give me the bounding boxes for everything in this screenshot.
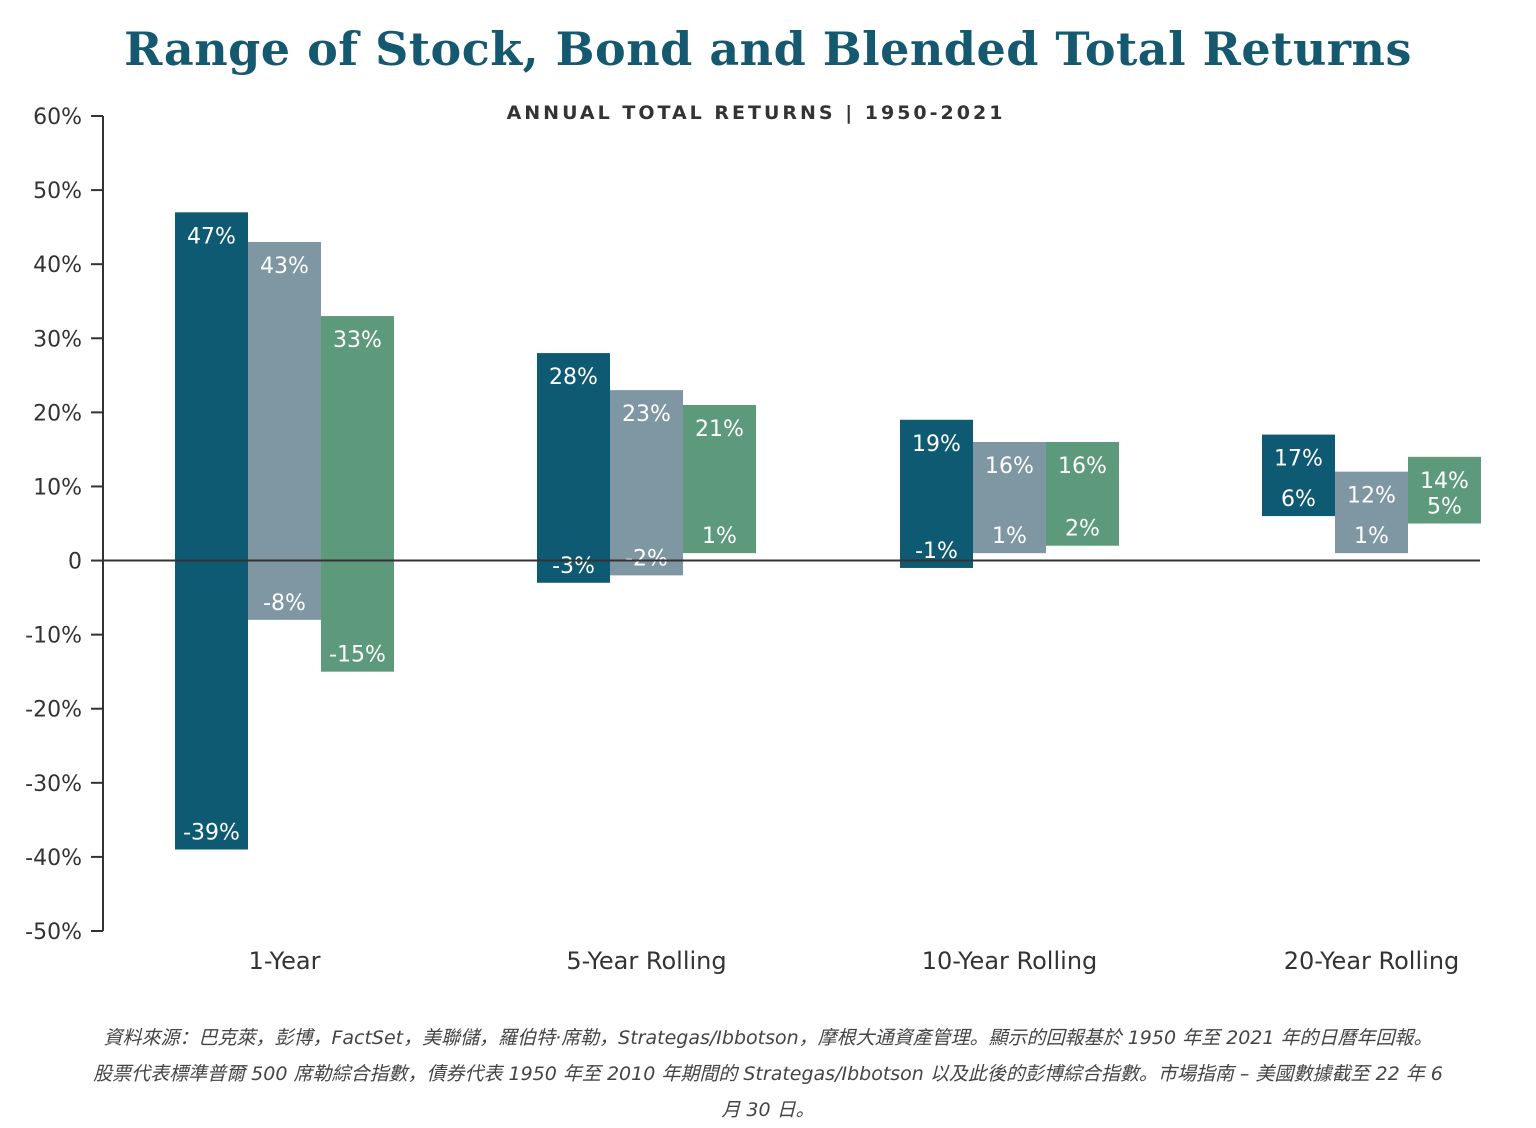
chart-subtitle: ANNUAL TOTAL RETURNS | 1950-2021 xyxy=(506,102,1006,124)
y-tick-label: -10% xyxy=(25,624,82,649)
bar-bonds xyxy=(610,390,683,576)
bar-low-label: -2% xyxy=(625,546,668,571)
y-tick-label: 60% xyxy=(33,105,82,130)
bar-high-label: 12% xyxy=(1347,484,1396,509)
bar-50-50-portfolio xyxy=(321,316,394,672)
chart-plot: 60% 50% 40% 30% 20% 10% 0 -10% -20% -30% -40% -50% 4… xyxy=(25,105,1481,975)
bar-50-50-portfolio xyxy=(1408,456,1481,524)
bar-stocks xyxy=(900,419,973,568)
y-tick-label: -20% xyxy=(25,698,82,723)
bar-high-label: 19% xyxy=(912,432,961,457)
chart-title: Range of Stock, Bond and Blended Total R… xyxy=(124,22,1412,76)
bar-high-label: 28% xyxy=(549,365,598,390)
y-tick-label: -30% xyxy=(25,772,82,797)
bar-low-label: 6% xyxy=(1281,487,1316,512)
bar-high-label: 16% xyxy=(1058,454,1107,479)
source-note: 資料來源：巴克萊，彭博，FactSet，美聯儲，羅伯特·席勒，Strategas… xyxy=(0,1020,1536,1128)
x-category-label: 5-Year Rolling xyxy=(566,947,726,975)
bar-stocks xyxy=(537,353,610,583)
y-tick-label: 30% xyxy=(33,327,82,352)
bar-low-label: -39% xyxy=(183,821,240,846)
bar-high-label: 47% xyxy=(187,224,236,249)
bar-low-label: -15% xyxy=(329,643,386,668)
y-tick-label: -50% xyxy=(25,920,82,945)
bar-low-label: 1% xyxy=(702,524,737,549)
source-note-line-3: 月 30 日。 xyxy=(721,1099,815,1121)
bar-low-label: -8% xyxy=(263,591,306,616)
x-category-label: 10-Year Rolling xyxy=(922,947,1098,975)
y-tick-label: 10% xyxy=(33,475,82,500)
bar-50-50-portfolio xyxy=(1046,442,1119,546)
bar-stocks xyxy=(1262,434,1335,517)
bar-bonds xyxy=(973,442,1046,554)
bar-high-label: 23% xyxy=(622,402,671,427)
bar-low-label: -3% xyxy=(552,554,595,579)
y-tick-label: 0 xyxy=(68,550,82,575)
x-category-label: 20-Year Rolling xyxy=(1284,947,1460,975)
bar-low-label: 1% xyxy=(992,524,1027,549)
y-tick-label: -40% xyxy=(25,846,82,871)
bar-low-label: 5% xyxy=(1427,495,1462,520)
source-note-line-2: 股票代表標準普爾 500 席勒綜合指數，債券代表 1950 年至 2010 年期… xyxy=(93,1063,1443,1085)
bar-high-label: 21% xyxy=(695,417,744,442)
bar-bonds xyxy=(248,241,321,620)
bar-stocks xyxy=(175,212,248,850)
bar-high-label: 14% xyxy=(1420,469,1469,494)
bar-high-label: 16% xyxy=(985,454,1034,479)
bar-high-label: 43% xyxy=(260,254,309,279)
bar-50-50-portfolio xyxy=(683,404,756,554)
bar-low-label: 2% xyxy=(1065,517,1100,542)
bar-high-label: 33% xyxy=(333,328,382,353)
bar-bonds xyxy=(1335,471,1408,554)
y-tick-label: 40% xyxy=(33,253,82,278)
y-tick-label: 50% xyxy=(33,179,82,204)
bar-high-label: 17% xyxy=(1274,447,1323,472)
bar-low-label: 1% xyxy=(1354,524,1389,549)
x-category-label: 1-Year xyxy=(249,947,321,975)
source-note-line-1: 資料來源：巴克萊，彭博，FactSet，美聯儲，羅伯特·席勒，Strategas… xyxy=(103,1027,1433,1049)
y-tick-label: 20% xyxy=(33,401,82,426)
